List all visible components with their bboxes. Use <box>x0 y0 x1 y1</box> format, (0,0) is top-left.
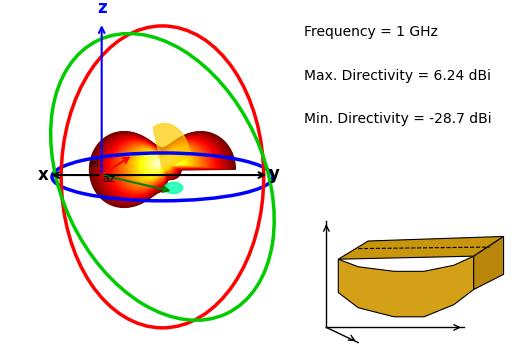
Polygon shape <box>128 148 196 183</box>
Polygon shape <box>104 138 221 198</box>
Polygon shape <box>158 160 167 165</box>
Polygon shape <box>112 141 213 194</box>
Polygon shape <box>125 147 200 186</box>
Polygon shape <box>132 149 193 181</box>
Polygon shape <box>138 152 187 177</box>
Polygon shape <box>106 139 219 197</box>
Polygon shape <box>119 144 206 189</box>
Polygon shape <box>143 154 182 174</box>
Polygon shape <box>114 142 211 192</box>
Polygon shape <box>154 158 171 168</box>
Polygon shape <box>156 160 169 166</box>
Polygon shape <box>161 162 163 163</box>
Polygon shape <box>98 135 227 202</box>
Polygon shape <box>152 158 172 168</box>
Polygon shape <box>159 161 166 164</box>
Polygon shape <box>144 155 181 174</box>
Polygon shape <box>142 153 183 175</box>
Text: Min. Directivity = -28.7 dBi: Min. Directivity = -28.7 dBi <box>304 112 492 126</box>
Text: y: y <box>269 165 280 183</box>
Polygon shape <box>120 144 205 188</box>
Polygon shape <box>149 157 176 170</box>
Polygon shape <box>127 147 198 184</box>
Polygon shape <box>339 236 504 259</box>
Polygon shape <box>133 150 192 180</box>
Polygon shape <box>109 140 216 195</box>
Polygon shape <box>91 132 234 206</box>
Polygon shape <box>137 152 188 178</box>
Polygon shape <box>160 161 165 164</box>
Polygon shape <box>339 256 474 317</box>
Text: Frequency = 1 GHz: Frequency = 1 GHz <box>304 25 438 39</box>
Polygon shape <box>122 145 203 187</box>
Polygon shape <box>154 123 191 170</box>
Text: az: az <box>103 174 115 184</box>
Polygon shape <box>126 147 199 185</box>
Polygon shape <box>140 153 184 176</box>
Polygon shape <box>99 136 226 201</box>
Polygon shape <box>116 143 209 191</box>
Polygon shape <box>131 149 194 182</box>
Polygon shape <box>147 156 178 172</box>
Polygon shape <box>136 151 189 179</box>
Polygon shape <box>103 137 222 199</box>
Polygon shape <box>139 152 185 177</box>
Polygon shape <box>113 141 212 193</box>
Polygon shape <box>108 139 217 196</box>
Polygon shape <box>115 142 210 192</box>
Polygon shape <box>146 155 179 173</box>
Polygon shape <box>129 148 195 183</box>
Polygon shape <box>124 146 201 186</box>
Polygon shape <box>474 236 504 290</box>
Polygon shape <box>150 157 174 170</box>
Polygon shape <box>117 143 208 190</box>
Polygon shape <box>155 159 170 167</box>
Text: el: el <box>89 159 100 169</box>
Polygon shape <box>135 151 190 179</box>
Polygon shape <box>93 133 232 205</box>
Polygon shape <box>121 145 204 188</box>
Polygon shape <box>165 182 183 193</box>
Polygon shape <box>95 134 230 204</box>
Text: z: z <box>97 0 106 17</box>
Polygon shape <box>110 140 215 195</box>
Polygon shape <box>94 134 231 204</box>
Polygon shape <box>148 156 177 171</box>
Text: x: x <box>37 166 48 184</box>
Polygon shape <box>105 138 220 197</box>
Polygon shape <box>90 132 235 207</box>
Polygon shape <box>102 137 223 200</box>
Polygon shape <box>92 133 233 206</box>
Polygon shape <box>151 158 173 169</box>
Text: Max. Directivity = 6.24 dBi: Max. Directivity = 6.24 dBi <box>304 69 491 83</box>
Polygon shape <box>101 136 224 201</box>
Polygon shape <box>97 135 228 203</box>
